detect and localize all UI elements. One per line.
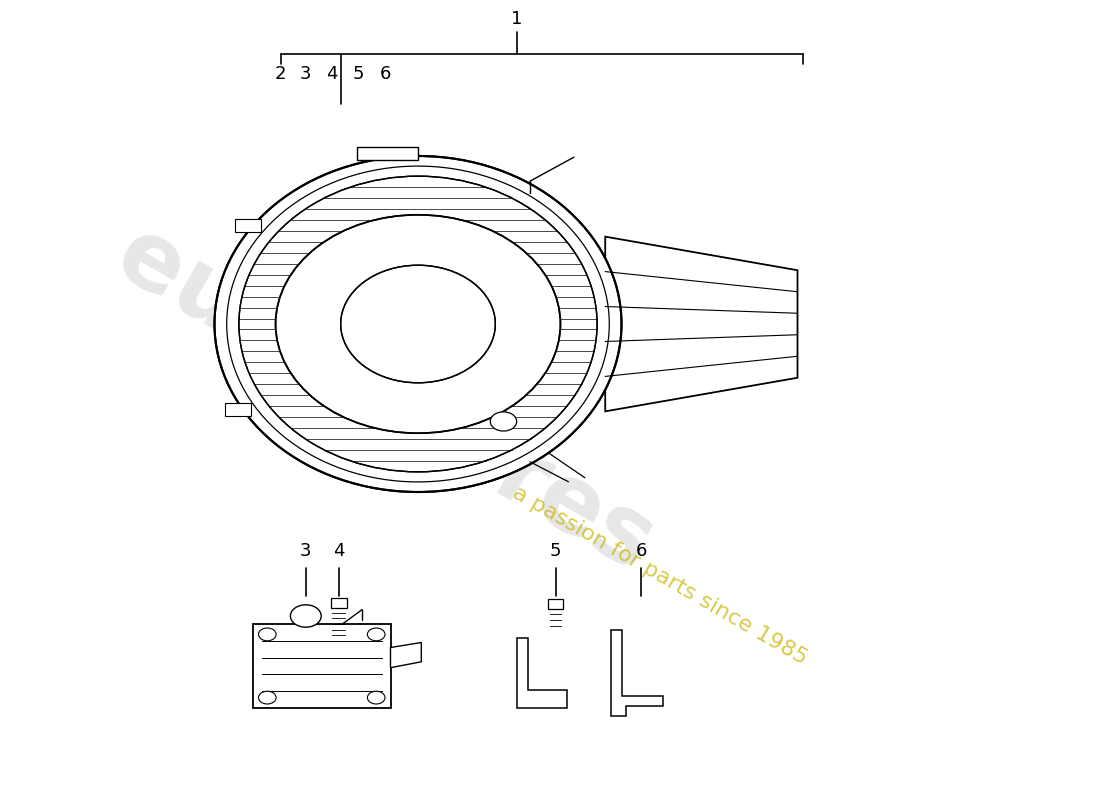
Circle shape (290, 605, 321, 627)
Circle shape (491, 412, 517, 431)
Bar (234, 219, 261, 232)
Text: 4: 4 (333, 542, 344, 560)
Ellipse shape (214, 156, 622, 492)
Text: 1: 1 (512, 10, 522, 28)
Circle shape (258, 628, 276, 641)
Text: 4: 4 (327, 65, 338, 82)
Text: 6: 6 (636, 542, 647, 560)
Text: 5: 5 (353, 65, 364, 82)
Bar (226, 403, 252, 416)
Text: 3: 3 (300, 542, 311, 560)
Ellipse shape (214, 156, 622, 492)
Polygon shape (605, 237, 797, 411)
Bar (548, 599, 563, 609)
Circle shape (367, 691, 385, 704)
Ellipse shape (227, 166, 609, 482)
Text: 2: 2 (275, 65, 286, 82)
Polygon shape (390, 642, 421, 668)
Text: a passion for parts since 1985: a passion for parts since 1985 (509, 483, 811, 669)
Bar (356, 146, 418, 160)
Ellipse shape (341, 266, 495, 383)
Bar (331, 598, 346, 608)
Ellipse shape (275, 214, 561, 434)
Text: 5: 5 (550, 542, 561, 560)
Circle shape (367, 628, 385, 641)
Circle shape (258, 691, 276, 704)
Text: 3: 3 (300, 65, 311, 82)
Text: europaares: europaares (100, 209, 670, 591)
Bar (253, 624, 390, 708)
Polygon shape (517, 638, 566, 708)
Text: 6: 6 (379, 65, 390, 82)
Polygon shape (610, 630, 663, 716)
